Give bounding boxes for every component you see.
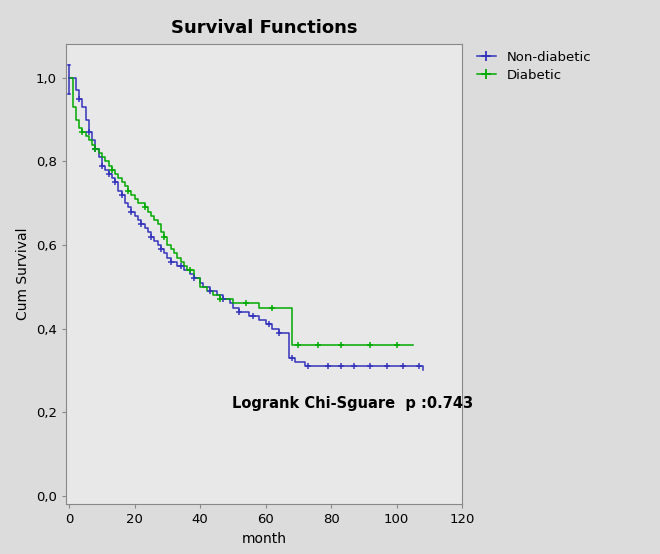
Y-axis label: Cum Survival: Cum Survival xyxy=(16,228,30,320)
Legend: Non-diabetic, Diabetic: Non-diabetic, Diabetic xyxy=(477,51,591,82)
Title: Survival Functions: Survival Functions xyxy=(171,19,357,37)
X-axis label: month: month xyxy=(242,532,286,546)
Text: Logrank Chi-Sguare  p :0.743: Logrank Chi-Sguare p :0.743 xyxy=(232,396,473,411)
